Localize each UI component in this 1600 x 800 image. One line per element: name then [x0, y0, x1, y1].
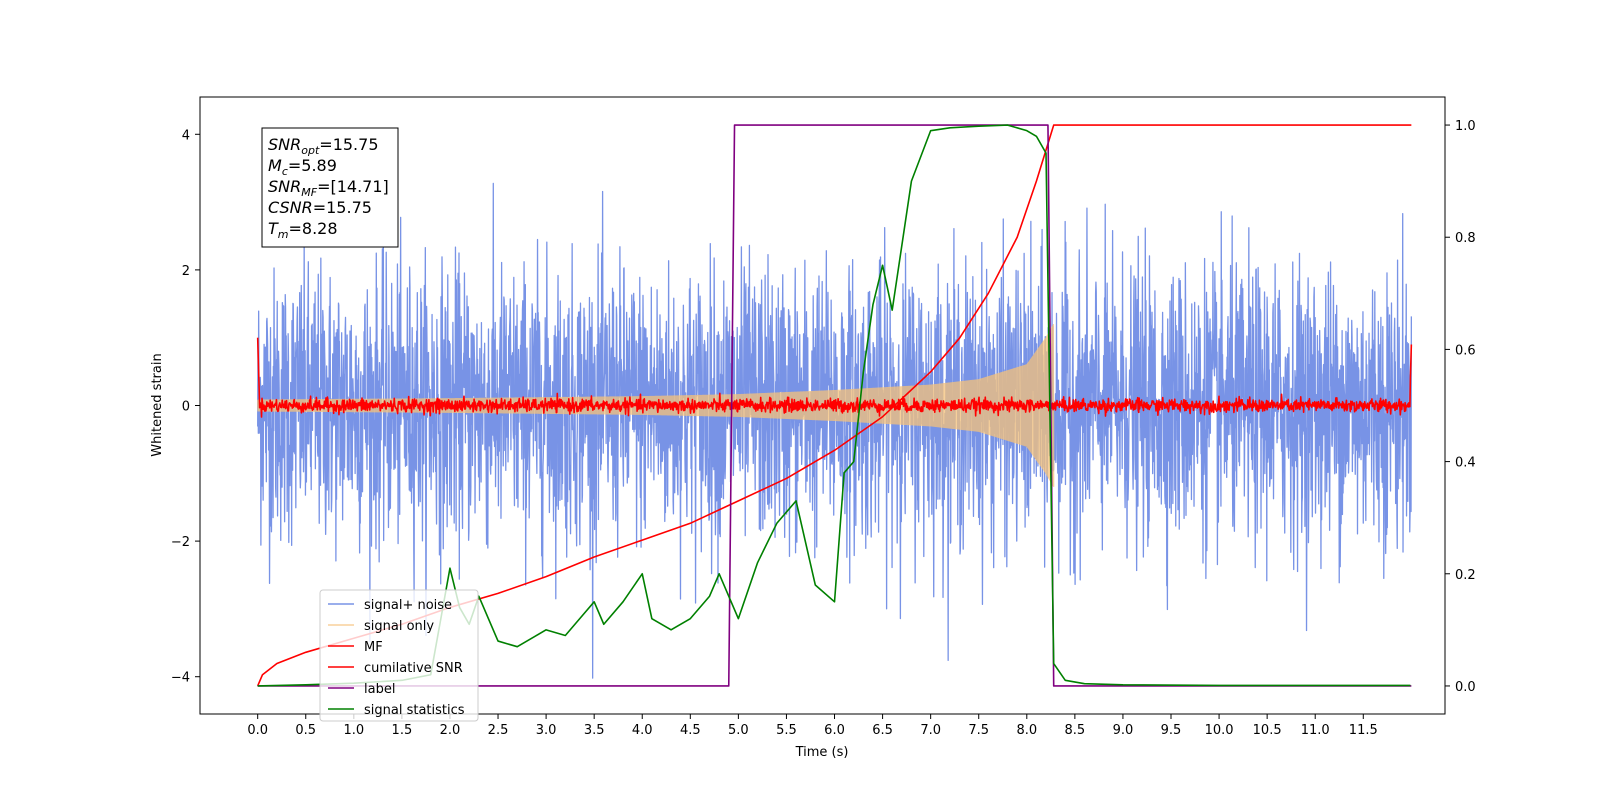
x-tick-label: 7.5 [968, 723, 989, 738]
annotation-subscript: MF [301, 186, 317, 199]
y-axis-right: 0.0 0.2 0.4 0.6 0.8 1.0 [1445, 119, 1476, 695]
y2-tick-label: 0.6 [1455, 343, 1476, 358]
legend-label: MF [364, 640, 383, 655]
annotation-line: SNRMF=[14.71] [268, 177, 389, 199]
x-tick-label: 7.0 [920, 723, 941, 738]
y-axis-label: Whitened strain [150, 353, 165, 456]
annotation-line: SNRopt=15.75 [268, 135, 379, 157]
x-tick-label: 6.5 [872, 723, 893, 738]
x-tick-label: 3.0 [536, 723, 557, 738]
annotation-symbol: T [268, 219, 279, 238]
annotation-subscript: m [278, 228, 289, 241]
x-tick-label: 8.5 [1065, 723, 1086, 738]
legend-label: signal+ noise [364, 598, 452, 613]
legend-label: signal only [364, 619, 434, 634]
annotation-symbol: SNR [268, 135, 301, 154]
x-tick-label: 3.5 [584, 723, 605, 738]
annotation-value: =15.75 [313, 198, 372, 217]
x-tick-label: 0.0 [247, 723, 268, 738]
annotation-value: =8.28 [289, 219, 338, 238]
annotation-line: Mc=5.89 [268, 156, 337, 178]
x-tick-label: 10.0 [1205, 723, 1234, 738]
annotation-subscript: c [282, 165, 288, 178]
y-tick-label: 0 [182, 400, 190, 415]
annotation-value: =15.75 [319, 135, 378, 154]
annotation-line: CSNR=15.75 [268, 198, 372, 217]
x-axis: 0.0 0.5 1.0 1.5 2.0 2.5 3.0 3.5 4.0 4.5 5.0 5.5 6.0 6… [247, 714, 1378, 738]
x-tick-label: 11.0 [1301, 723, 1330, 738]
x-tick-label: 2.5 [488, 723, 509, 738]
annotation-frame [261, 127, 399, 248]
y2-tick-label: 0.2 [1455, 568, 1476, 583]
y2-tick-label: 1.0 [1455, 119, 1476, 134]
legend-frame [319, 589, 479, 722]
x-tick-label: 9.5 [1161, 723, 1182, 738]
x-axis-label: Time (s) [795, 745, 849, 760]
y-tick-label: 2 [182, 264, 190, 279]
y-tick-label: −2 [171, 535, 190, 550]
series-label [257, 124, 1412, 687]
y2-tick-label: 0.4 [1455, 456, 1476, 471]
annotation-symbol: M [268, 156, 282, 175]
x-tick-label: 4.0 [632, 723, 653, 738]
x-tick-label: 8.0 [1016, 723, 1037, 738]
legend-label: signal statistics [364, 703, 465, 718]
annotation-subscript: opt [301, 144, 320, 157]
annotation-symbol: CSNR [268, 198, 313, 217]
annotation-value: =5.89 [288, 156, 337, 175]
x-tick-label: 6.0 [824, 723, 845, 738]
y-tick-label: −4 [171, 671, 190, 686]
x-tick-label: 10.5 [1253, 723, 1282, 738]
y2-tick-label: 0.8 [1455, 231, 1476, 246]
annotation-value: =[14.71] [317, 177, 389, 196]
legend: signal+ noise signal only MF cumilative SNR… [319, 589, 479, 722]
annotation-line: Tm=8.28 [268, 219, 338, 241]
series-mf [256, 337, 1413, 418]
x-tick-label: 0.5 [295, 723, 316, 738]
legend-label: cumilative SNR [364, 661, 463, 676]
x-tick-label: 9.0 [1113, 723, 1134, 738]
series-signal-statistics [257, 124, 1411, 687]
x-tick-label: 1.5 [392, 723, 413, 738]
x-tick-label: 11.5 [1349, 723, 1378, 738]
x-tick-label: 4.5 [680, 723, 701, 738]
y-tick-label: 4 [182, 128, 190, 143]
y-axis-left: −4 −2 0 2 4 [171, 128, 200, 686]
y2-tick-label: 0.0 [1455, 680, 1476, 695]
x-tick-label: 5.0 [728, 723, 749, 738]
x-tick-label: 2.0 [440, 723, 461, 738]
x-tick-label: 1.0 [343, 723, 364, 738]
legend-label: label [364, 682, 395, 697]
annotation-symbol: SNR [268, 177, 301, 196]
annotation-box: SNRopt=15.75Mc=5.89SNRMF=[14.71]CSNR=15.… [261, 127, 399, 248]
x-tick-label: 5.5 [776, 723, 797, 738]
